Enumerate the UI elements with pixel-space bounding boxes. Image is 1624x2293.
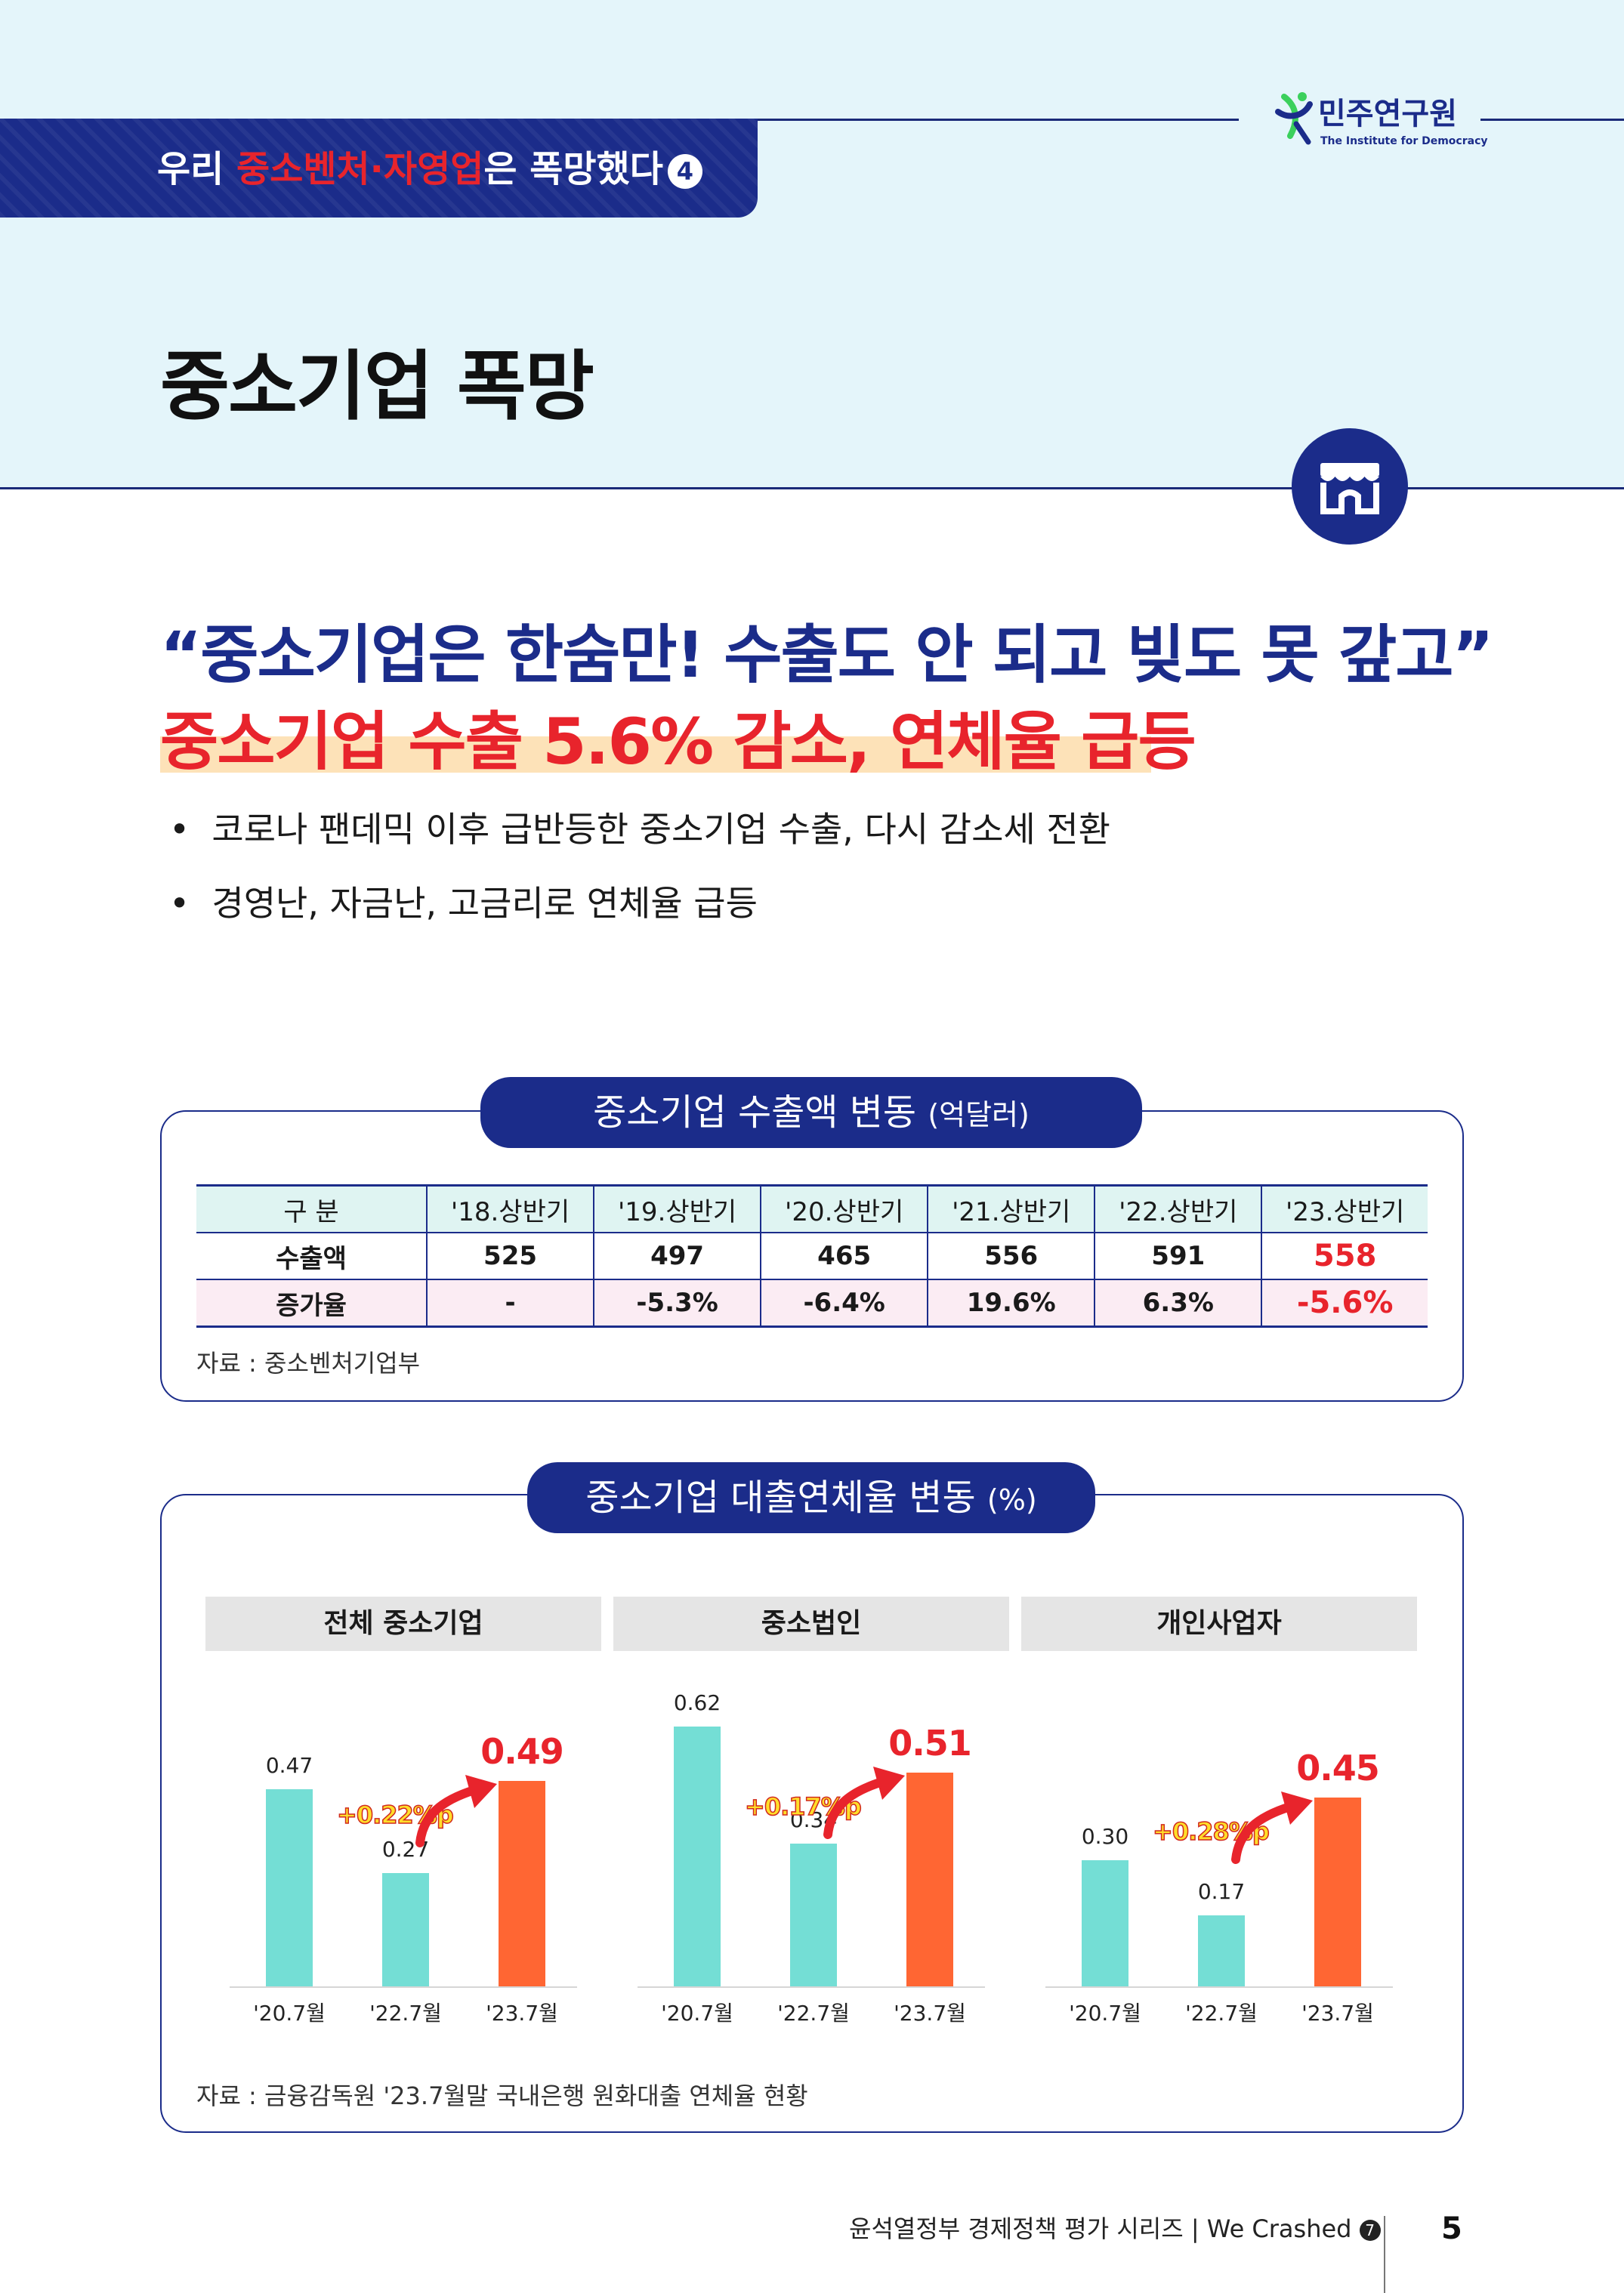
footer-divider xyxy=(1384,2216,1385,2293)
chart-x-label: '23.7월 xyxy=(1301,2001,1374,2026)
chart-value-label: 0.30 xyxy=(1081,1824,1129,1849)
logo-background xyxy=(1239,79,1480,155)
chart-bar xyxy=(499,1781,545,1986)
trend-arrow-icon xyxy=(1231,1792,1313,1864)
chart-title: 전체 중소기업 xyxy=(205,1597,601,1651)
series-tab xyxy=(0,119,758,218)
series-title-highlight: 중소벤처·자영업 xyxy=(236,148,484,190)
page-title: 중소기업 폭망 xyxy=(160,342,594,431)
table-row-label: 수출액 xyxy=(196,1233,427,1280)
table-row-label: 증가율 xyxy=(196,1279,427,1328)
chart-axis xyxy=(230,1986,577,1988)
table-cell: 19.6% xyxy=(927,1279,1095,1328)
bullet-item: • 경영난, 자금난, 고금리로 연체율 급등 xyxy=(169,883,758,924)
storefront-icon xyxy=(1320,463,1379,514)
export-title-unit: (억달러) xyxy=(928,1098,1030,1131)
chart-x-label: '22.7월 xyxy=(369,2001,442,2026)
table-header-row: 구 분 '18.상반기 '19.상반기 '20.상반기 '21.상반기 '22.… xyxy=(196,1184,1428,1233)
table-cell: 556 xyxy=(927,1233,1095,1280)
chart-bar xyxy=(1082,1860,1128,1986)
export-source: 자료 : 중소벤처기업부 xyxy=(196,1349,421,1378)
chart-x-label: '22.7월 xyxy=(777,2001,850,2026)
table-cell: 525 xyxy=(425,1233,594,1280)
footer-series: 윤석열정부 경제정책 평가 시리즈 | We Crashed 7 xyxy=(849,2210,1381,2245)
chart-bar xyxy=(906,1773,953,1986)
export-panel-title: 중소기업 수출액 변동 (억달러) xyxy=(480,1077,1142,1148)
table-row: 증가율 - -5.3% -6.4% 19.6% 6.3% -5.6% xyxy=(196,1279,1428,1328)
export-title-text: 중소기업 수출액 변동 xyxy=(593,1091,917,1134)
series-title-pre: 우리 xyxy=(157,148,237,190)
chart-x-label: '20.7월 xyxy=(253,2001,326,2026)
table-header-cell: '19.상반기 xyxy=(593,1184,761,1233)
footer-series-number: 7 xyxy=(1359,2220,1381,2241)
chart-value-label-highlight: 0.49 xyxy=(480,1731,564,1772)
chart-value-label: 0.17 xyxy=(1197,1879,1246,1904)
table-header-cell: 구 분 xyxy=(196,1184,427,1233)
table-cell: - xyxy=(425,1279,594,1328)
headline-main: 중소기업 수출 5.6% 감소, 연체율 급등 xyxy=(160,705,1196,779)
table-cell: 497 xyxy=(593,1233,761,1280)
series-title: 우리 중소벤처·자영업은 폭망했다 4 xyxy=(157,139,702,192)
series-title-post: 은 폭망했다 xyxy=(483,148,663,190)
chart-bar xyxy=(1314,1798,1361,1986)
institute-logo-subtitle: The Institute for Democracy xyxy=(1320,135,1488,147)
export-table: 구 분 '18.상반기 '19.상반기 '20.상반기 '21.상반기 '22.… xyxy=(196,1184,1428,1328)
delinquency-source: 자료 : 금융감독원 '23.7월말 국내은행 원화대출 연체율 현황 xyxy=(196,2082,808,2110)
chart-axis xyxy=(638,1986,985,1988)
chart-value-label-highlight: 0.51 xyxy=(888,1723,972,1764)
footer-series-text: 윤석열정부 경제정책 평가 시리즈 | We Crashed xyxy=(849,2214,1352,2243)
chart-bar xyxy=(790,1844,837,1986)
chart-title: 개인사업자 xyxy=(1021,1597,1417,1651)
table-header-cell: '20.상반기 xyxy=(760,1184,928,1233)
table-header-cell: '23.상반기 xyxy=(1261,1184,1428,1233)
chart-bar xyxy=(674,1727,721,1986)
chart-x-label: '20.7월 xyxy=(1069,2001,1141,2026)
chart-x-label: '20.7월 xyxy=(661,2001,733,2026)
table-cell: 6.3% xyxy=(1094,1279,1262,1328)
bullet-item: • 코로나 팬데믹 이후 급반등한 중소기업 수출, 다시 감소세 전환 xyxy=(169,809,1110,850)
chart-value-label: 0.47 xyxy=(265,1753,313,1778)
table-header-cell: '21.상반기 xyxy=(927,1184,1095,1233)
chart-axis xyxy=(1045,1986,1393,1988)
series-number-badge: 4 xyxy=(667,154,702,189)
trend-arrow-icon xyxy=(415,1775,497,1847)
chart-value-label: 0.62 xyxy=(673,1690,721,1715)
chart-bar xyxy=(266,1789,313,1986)
delinquency-panel-title: 중소기업 대출연체율 변동 (%) xyxy=(527,1462,1095,1533)
table-cell: -5.3% xyxy=(593,1279,761,1328)
chart-bar xyxy=(382,1873,429,1986)
page-number: 5 xyxy=(1441,2211,1462,2246)
header-bottom-rule xyxy=(0,487,1624,489)
delinquency-title-unit: (%) xyxy=(986,1483,1037,1517)
chart-x-label: '23.7월 xyxy=(486,2001,558,2026)
table-cell-highlight: -5.6% xyxy=(1261,1279,1428,1328)
chart-bar xyxy=(1198,1915,1245,1986)
header-rule xyxy=(0,119,1624,121)
chart-x-label: '22.7월 xyxy=(1185,2001,1258,2026)
bullet-text: 경영난, 자금난, 고금리로 연체율 급등 xyxy=(211,883,758,924)
trend-arrow-icon xyxy=(823,1767,905,1839)
storefront-badge xyxy=(1292,428,1408,545)
table-header-cell: '22.상반기 xyxy=(1094,1184,1262,1233)
chart-title: 중소법인 xyxy=(613,1597,1009,1651)
institute-logo-icon xyxy=(1275,92,1313,145)
chart-x-label: '23.7월 xyxy=(894,2001,966,2026)
chart-value-label-highlight: 0.45 xyxy=(1296,1748,1380,1788)
table-cell: -6.4% xyxy=(760,1279,928,1328)
table-cell-highlight: 558 xyxy=(1261,1233,1428,1280)
institute-logo-name: 민주연구원 xyxy=(1318,97,1457,131)
delinquency-title-text: 중소기업 대출연체율 변동 xyxy=(585,1477,976,1519)
table-cell: 465 xyxy=(760,1233,928,1280)
table-header-cell: '18.상반기 xyxy=(425,1184,594,1233)
table-cell: 591 xyxy=(1094,1233,1262,1280)
table-row: 수출액 525 497 465 556 591 558 xyxy=(196,1233,1428,1280)
headline-quote: “중소기업은 한숨만! 수출도 안 되고 빚도 못 갚고” xyxy=(160,618,1494,692)
headline-highlight-bar xyxy=(160,736,1151,773)
bullet-text: 코로나 팬데믹 이후 급반등한 중소기업 수출, 다시 감소세 전환 xyxy=(211,809,1110,850)
